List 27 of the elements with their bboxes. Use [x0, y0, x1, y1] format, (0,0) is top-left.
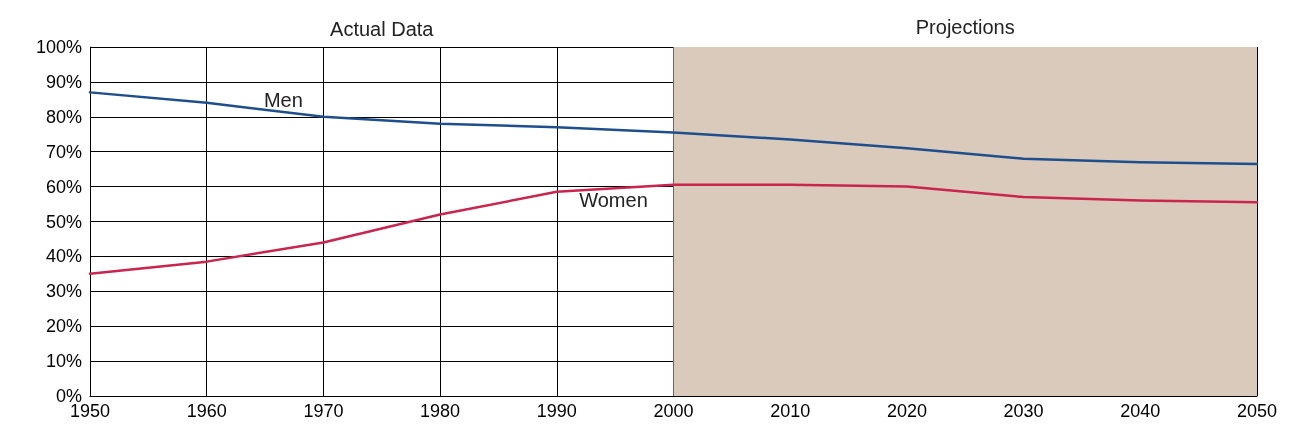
series-label: Women — [579, 188, 648, 211]
y-tick-label: 10% — [45, 351, 82, 372]
y-tick-label: 40% — [45, 246, 82, 267]
y-tick-label: 30% — [45, 281, 82, 302]
x-tick-label: 1980 — [420, 401, 461, 421]
band-label: Projections — [915, 16, 1015, 38]
x-tick-label: 2050 — [1236, 401, 1278, 421]
y-tick-label: 80% — [45, 106, 82, 127]
series-label: Men — [263, 88, 303, 111]
y-tick-label: 50% — [45, 211, 82, 232]
y-tick-label: 90% — [45, 71, 82, 92]
x-tick-label: 1990 — [536, 401, 577, 421]
text: Actual Data — [330, 18, 435, 40]
y-tick-label: 20% — [45, 316, 82, 337]
x-tick-label: 1960 — [186, 401, 227, 421]
line-series — [88, 91, 1259, 166]
y-tick-label: 70% — [45, 141, 82, 162]
x-tick-label: 2010 — [770, 401, 811, 421]
line-series — [88, 183, 1259, 276]
y-tick-label: 60% — [45, 176, 82, 197]
x-tick-label: 2040 — [1120, 401, 1161, 421]
x-tick-label: 2030 — [1003, 401, 1044, 421]
y-tick-label: 100% — [35, 37, 82, 57]
x-tick-label: 1950 — [69, 401, 111, 421]
x-tick-label: 2000 — [653, 401, 694, 421]
x-tick-label: 2020 — [886, 401, 927, 421]
x-tick-label: 1970 — [303, 401, 344, 421]
